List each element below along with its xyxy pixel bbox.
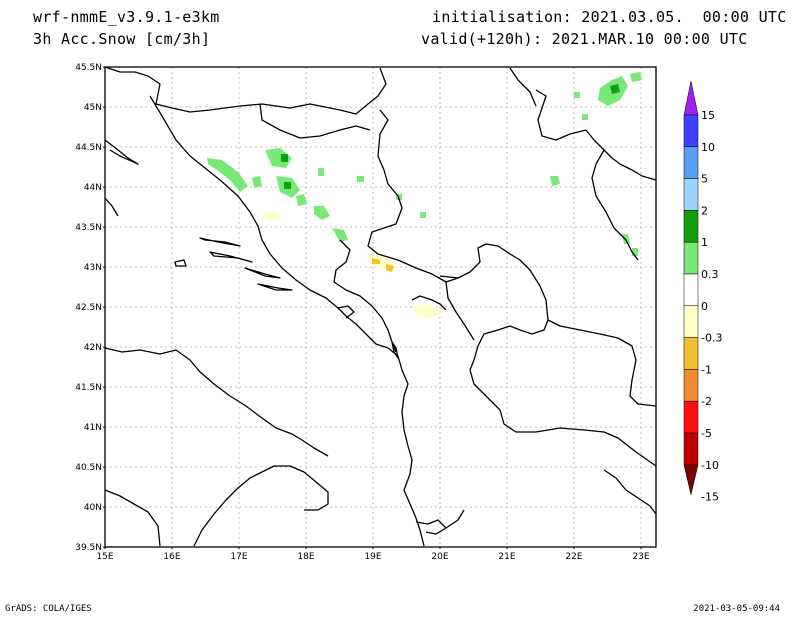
colorbar-box xyxy=(683,146,699,179)
lat-label: 42.5N xyxy=(75,303,102,313)
lat-label: 41N xyxy=(84,423,102,433)
lon-label: 22E xyxy=(565,552,582,562)
colorbar-label: 0 xyxy=(701,300,708,313)
colorbar-box xyxy=(683,178,699,211)
valid-time: valid(+120h): 2021.MAR.10 00:00 UTC xyxy=(421,30,748,48)
render-timestamp: 2021-03-05-09:44 xyxy=(693,604,780,614)
colorbar-label: -15 xyxy=(701,491,719,504)
lon-label: 20E xyxy=(431,552,448,562)
colorbar-bottom-arrow xyxy=(683,464,699,495)
lon-label: 15E xyxy=(96,552,113,562)
lat-label: 45.5N xyxy=(75,63,102,73)
lat-label: 43.5N xyxy=(75,223,102,233)
lon-label: 23E xyxy=(632,552,649,562)
colorbar-box xyxy=(683,210,699,243)
lon-label: 17E xyxy=(230,552,247,562)
field-title: 3h Acc.Snow [cm/3h] xyxy=(33,30,211,48)
coastlines-and-borders xyxy=(104,66,657,547)
colorbar-label: 5 xyxy=(701,173,708,186)
colorbar: 15 10 5 2 1 0.3 0 -0.3 -1 -2 -5 -10 -15 xyxy=(683,80,722,504)
colorbar-box xyxy=(683,337,699,370)
colorbar-box xyxy=(683,400,699,434)
lat-label: 44N xyxy=(84,183,102,193)
lat-label: 40.5N xyxy=(75,463,102,473)
lat-label: 43N xyxy=(84,263,102,273)
colorbar-label: -2 xyxy=(701,395,712,408)
colorbar-label: -10 xyxy=(701,459,719,472)
colorbar-label: 0.3 xyxy=(701,268,719,281)
colorbar-box xyxy=(683,432,699,466)
lon-label: 16E xyxy=(163,552,180,562)
initialisation-time: initialisation: 2021.03.05. 00:00 UTC xyxy=(432,8,787,26)
lon-label: 21E xyxy=(498,552,515,562)
model-title: wrf-nmmE_v3.9.1-e3km xyxy=(33,8,220,26)
colorbar-label: 10 xyxy=(701,141,715,154)
colorbar-label: 15 xyxy=(701,109,715,122)
colorbar-box xyxy=(683,305,699,338)
colorbar-label: -1 xyxy=(701,363,712,376)
colorbar-top-arrow xyxy=(683,80,699,116)
colorbar-box xyxy=(683,273,699,307)
map-grid xyxy=(105,67,656,547)
colorbar-label: -0.3 xyxy=(701,332,722,345)
colorbar-label: -5 xyxy=(701,427,712,440)
snow-patches xyxy=(207,72,642,318)
colorbar-box xyxy=(683,369,699,402)
lat-label: 41.5N xyxy=(75,383,102,393)
longitude-labels: 15E 16E 17E 18E 19E 20E 21E 22E 23E xyxy=(96,547,650,562)
lon-label: 19E xyxy=(364,552,381,562)
colorbar-box xyxy=(683,114,699,148)
lat-label: 44.5N xyxy=(75,143,102,153)
lat-label: 39.5N xyxy=(75,543,102,553)
lat-label: 42N xyxy=(84,343,102,353)
colorbar-label: 2 xyxy=(701,204,708,217)
lon-label: 18E xyxy=(297,552,314,562)
grads-credit: GrADS: COLA/IGES xyxy=(5,604,92,614)
colorbar-box xyxy=(683,241,699,275)
lat-label: 40N xyxy=(84,503,102,513)
latitude-labels: 45.5N 45N 44.5N 44N 43.5N 43N 42.5N 42N 41.5N 41N… xyxy=(75,63,105,553)
lat-label: 45N xyxy=(84,103,102,113)
colorbar-label: 1 xyxy=(701,236,708,249)
